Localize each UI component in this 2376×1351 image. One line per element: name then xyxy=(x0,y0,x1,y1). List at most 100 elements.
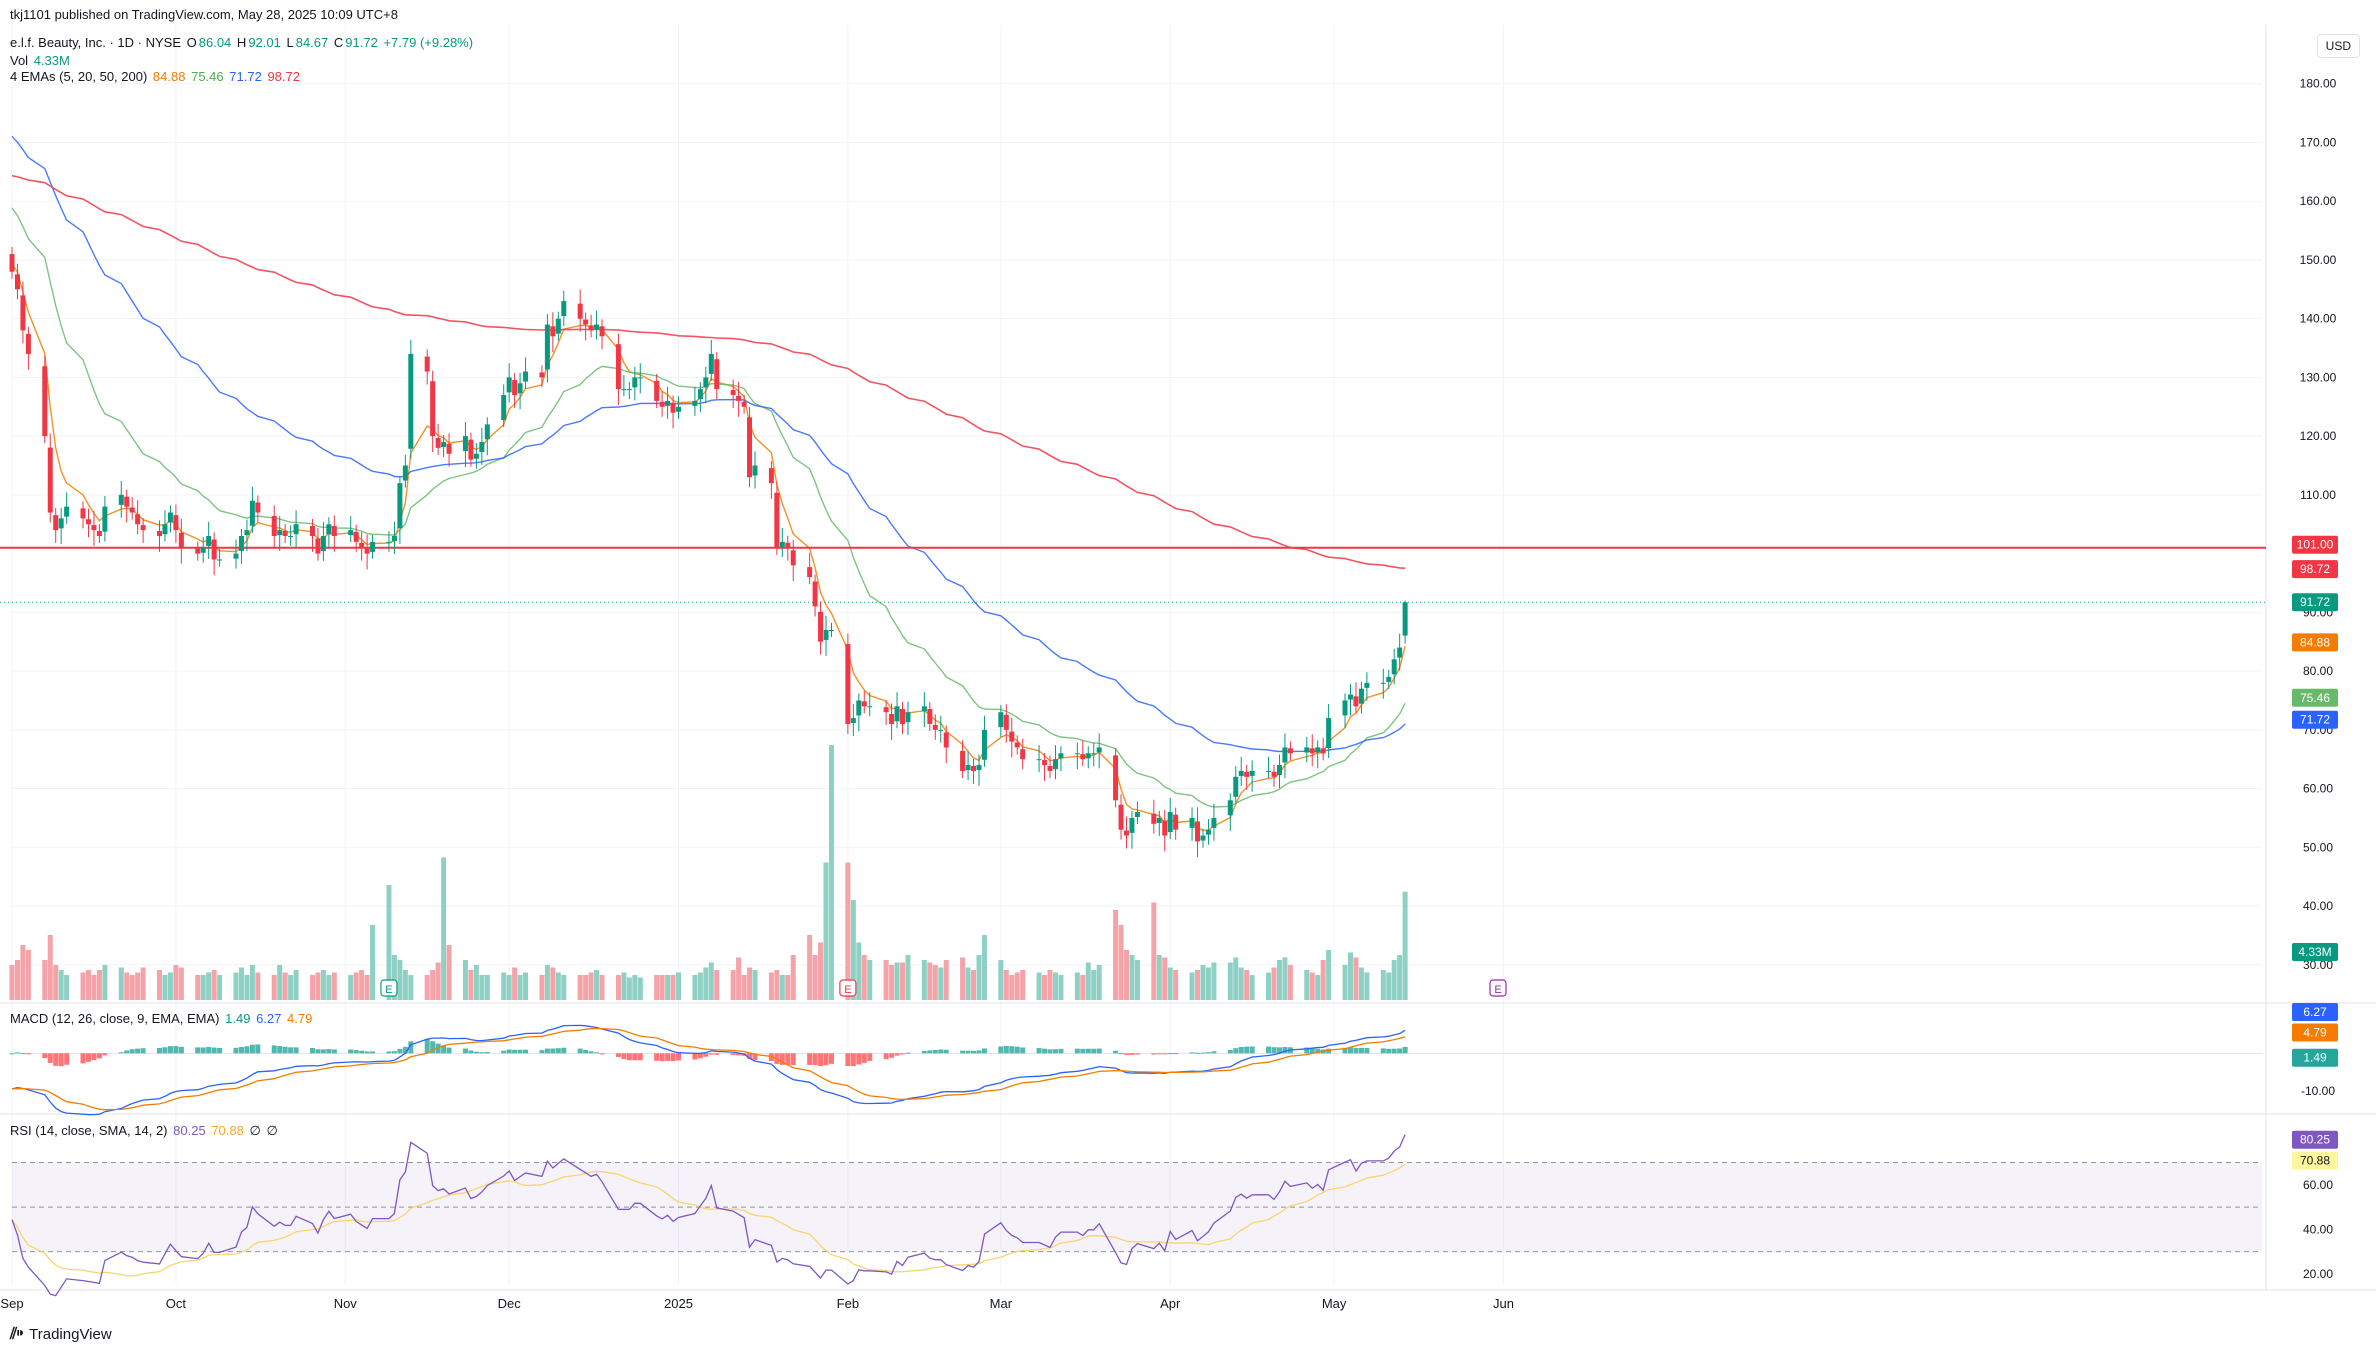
macd-histogram-bar xyxy=(850,1053,856,1067)
volume-bar xyxy=(408,975,414,1000)
rsi-legend[interactable]: RSI (14, close, SMA, 14, 2) 80.25 70.88 … xyxy=(10,1122,280,1140)
candle-body xyxy=(430,381,436,437)
candle-body xyxy=(1282,747,1288,763)
volume-bar xyxy=(960,957,966,1000)
macd-histogram-bar xyxy=(1200,1052,1206,1054)
candle-body xyxy=(157,531,163,536)
macd-histogram-bar xyxy=(162,1047,168,1054)
volume-bar xyxy=(894,962,900,1000)
volume-bar xyxy=(288,975,294,1000)
volume-bar xyxy=(1080,975,1086,1000)
candle-body xyxy=(1200,835,1206,841)
candle-body xyxy=(386,541,392,543)
macd-histogram-bar xyxy=(828,1053,834,1064)
candle-body xyxy=(96,531,102,536)
volume-bar xyxy=(1014,972,1020,1000)
volume-bar xyxy=(282,972,288,1000)
candle-body xyxy=(692,400,698,406)
candle-body xyxy=(14,274,20,290)
candle-body xyxy=(53,515,59,531)
candle-body xyxy=(1391,659,1397,675)
volume-bar xyxy=(397,960,403,1000)
rsi-value-tag-bg xyxy=(2292,1130,2338,1149)
ema50-value: 71.72 xyxy=(229,69,262,84)
time-axis-label: Sep xyxy=(0,1296,23,1311)
macd-histogram-bar xyxy=(1173,1053,1179,1055)
candle-body xyxy=(391,535,397,541)
macd-histogram-bar xyxy=(714,1053,720,1055)
ema-legend[interactable]: 4 EMAs (5, 20, 50, 200) 84.88 75.46 71.7… xyxy=(10,68,302,86)
macd-histogram-bar xyxy=(167,1046,173,1054)
open-label: O xyxy=(186,35,197,50)
macd-histogram-bar xyxy=(927,1050,933,1054)
macd-histogram-bar xyxy=(736,1053,742,1056)
candle-body xyxy=(1402,602,1408,636)
volume-bar xyxy=(1091,970,1097,1000)
candle-body xyxy=(670,402,676,413)
volume-bar xyxy=(741,975,747,1000)
volume-bar xyxy=(1124,950,1129,1000)
volume-bar xyxy=(157,970,163,1000)
volume-bar xyxy=(271,975,277,1000)
symbol-line[interactable]: e.l.f. Beauty, Inc. · 1D · NYSE O 86.04 H… xyxy=(10,34,475,52)
candle-body xyxy=(326,524,332,535)
macd-histogram-bar xyxy=(1397,1048,1403,1054)
macd-histogram-bar xyxy=(1238,1046,1244,1054)
candle-body xyxy=(58,518,64,529)
volume-bar xyxy=(1189,972,1195,1000)
macd-histogram-bar xyxy=(479,1052,485,1054)
macd-histogram-bar xyxy=(1058,1048,1064,1054)
macd-histogram-bar xyxy=(484,1051,490,1054)
macd-histogram-bar xyxy=(9,1053,15,1055)
volume-bar xyxy=(577,975,583,1000)
candle-body xyxy=(1227,800,1233,816)
candle-body xyxy=(233,553,239,559)
candle-body xyxy=(309,526,315,536)
macd-histogram-bar xyxy=(211,1047,217,1054)
macd-histogram-bar xyxy=(309,1048,315,1054)
macd-histogram-bar xyxy=(845,1053,851,1067)
candle-body xyxy=(971,765,977,771)
macd-legend[interactable]: MACD (12, 26, close, 9, EMA, EMA) 1.49 6… xyxy=(10,1010,314,1028)
volume-bar xyxy=(828,745,834,1000)
volume-bar xyxy=(692,975,698,1000)
volume-bar xyxy=(774,970,780,1000)
macd-histogram-bar xyxy=(271,1045,277,1054)
macd-histogram-bar xyxy=(921,1051,927,1054)
macd-histogram-bar xyxy=(965,1050,971,1054)
volume-bar xyxy=(14,960,20,1000)
candle-body xyxy=(1009,731,1015,742)
candle-body xyxy=(1380,682,1386,684)
symbol-name[interactable]: e.l.f. Beauty, Inc. · 1D · NYSE xyxy=(10,35,181,50)
volume-bar xyxy=(58,970,64,1000)
macd-histogram-bar xyxy=(708,1053,714,1055)
volume-bar xyxy=(594,970,600,1000)
macd-histogram-bar xyxy=(386,1051,392,1054)
volume-bar xyxy=(818,942,824,1000)
macd-histogram-bar xyxy=(654,1053,660,1061)
candle-body xyxy=(921,706,927,712)
volume-legend[interactable]: Vol 4.33M xyxy=(10,52,72,70)
candle-body xyxy=(277,530,283,536)
macd-histogram-bar xyxy=(1347,1047,1353,1054)
footer-brand-text: TradingView xyxy=(29,1325,112,1343)
last-close-price-tag: 91.72 xyxy=(2300,595,2330,609)
candle-body xyxy=(25,333,31,354)
volume-bar xyxy=(1309,972,1315,1000)
volume-bar xyxy=(932,965,938,1000)
candle-body xyxy=(462,436,468,452)
volume-bar xyxy=(883,960,889,1000)
volume-bar xyxy=(1020,970,1026,1000)
macd-histogram-bar xyxy=(506,1049,512,1054)
candle-body xyxy=(1091,753,1097,755)
candle-body xyxy=(135,514,141,525)
time-axis-label: Jun xyxy=(1493,1296,1514,1311)
macd-histogram-bar xyxy=(353,1050,359,1054)
volume-bar xyxy=(1096,965,1102,1000)
macd-histogram-bar xyxy=(768,1053,774,1062)
candle-body xyxy=(9,254,15,272)
price-tick-label: 130.00 xyxy=(2300,370,2337,384)
currency-button[interactable]: USD xyxy=(2316,34,2360,58)
high-value: 92.01 xyxy=(248,35,281,50)
